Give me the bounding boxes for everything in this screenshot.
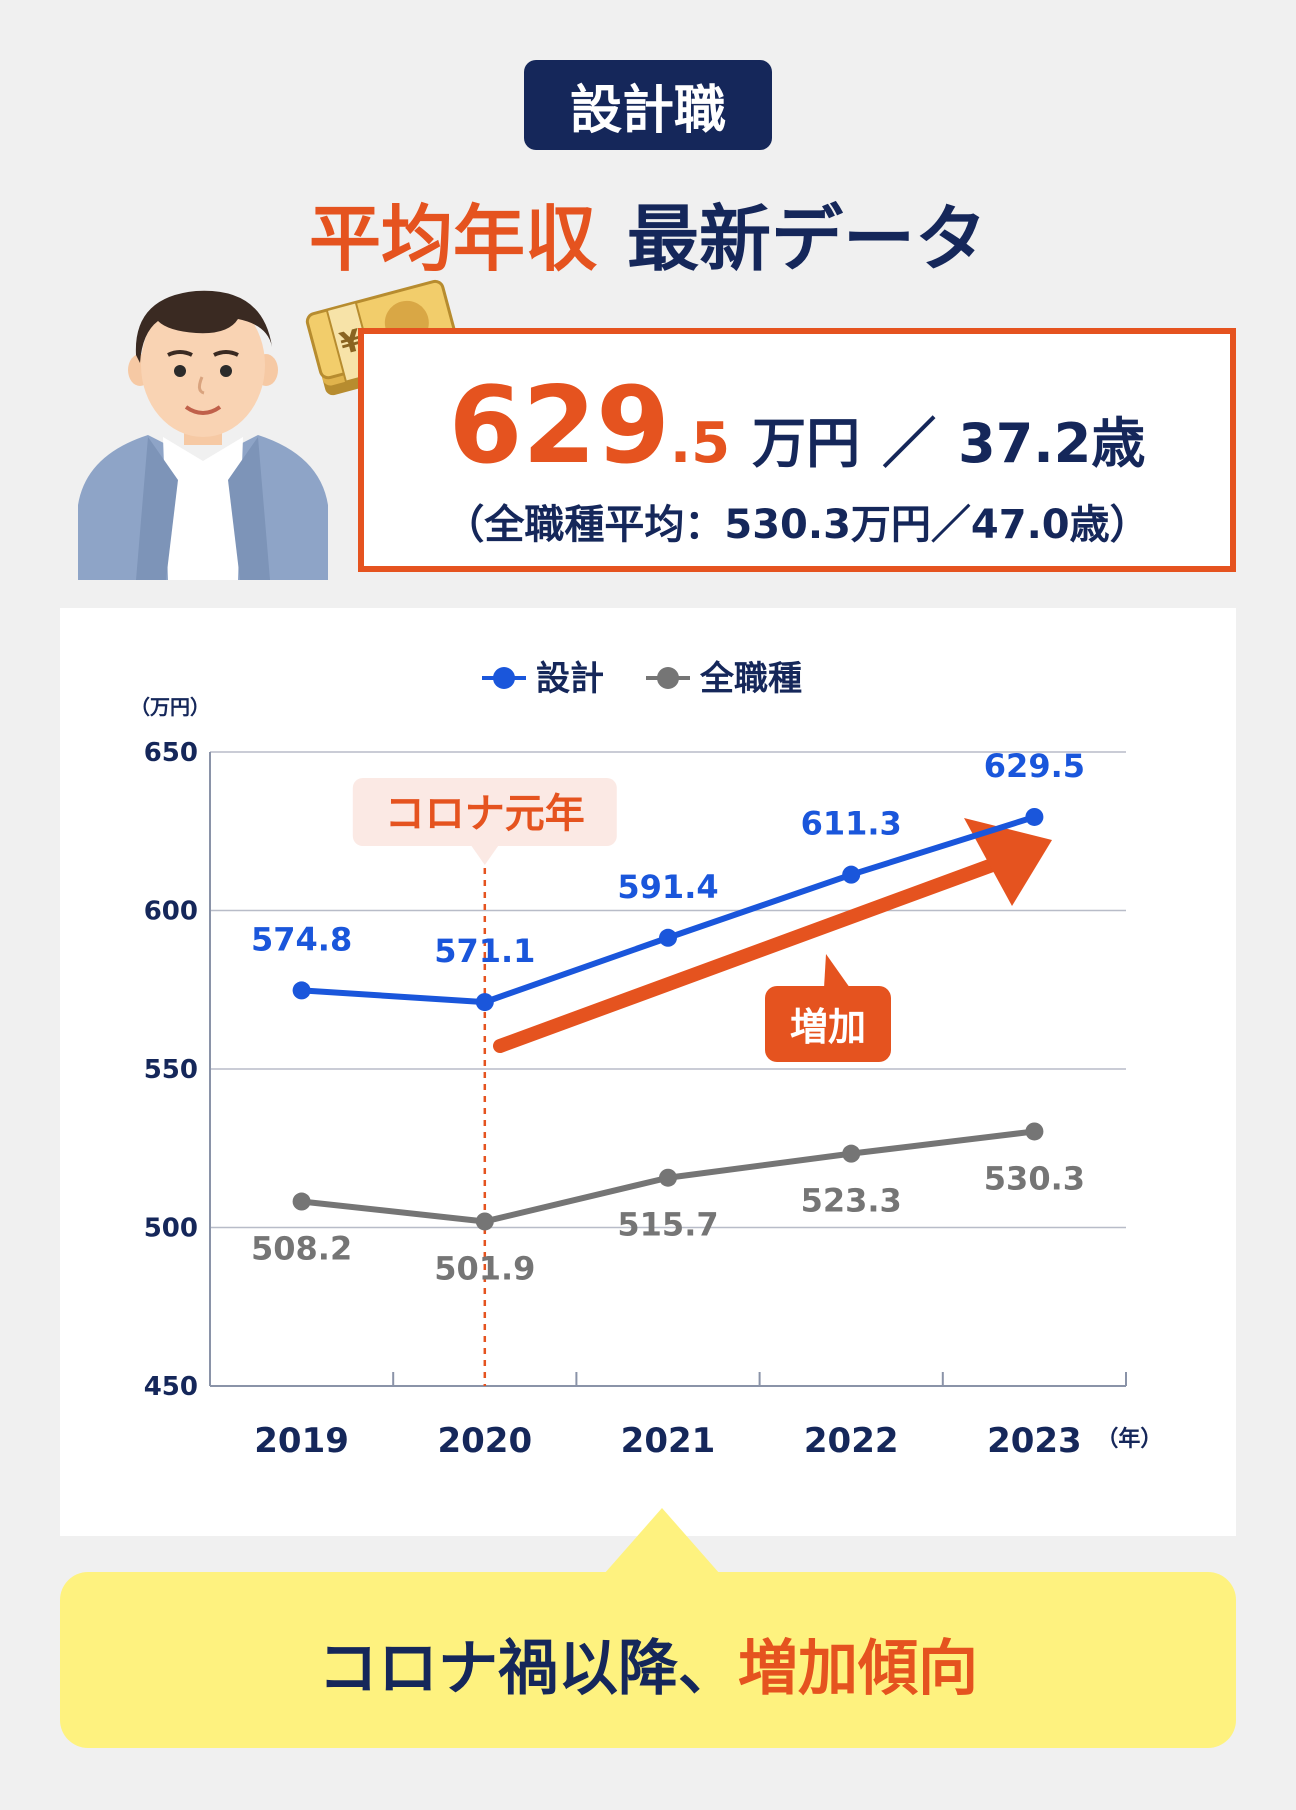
legend-label-1: 全職種 <box>699 659 802 699</box>
conclusion-main: コロナ禍以降、 <box>318 1634 738 1704</box>
data-label-1-2: 515.7 <box>617 1206 718 1244</box>
y-tick-550: 550 <box>144 1055 198 1085</box>
page-title: 平均年収 最新データ <box>0 180 1296 285</box>
covid-label: コロナ元年 <box>385 791 585 837</box>
x-tick-2019: 2019 <box>254 1421 349 1461</box>
trend-label: 増加 <box>790 1005 866 1049</box>
data-label-1-3: 523.3 <box>801 1182 902 1220</box>
data-label-0-4: 629.5 <box>984 747 1085 785</box>
conclusion-callout: コロナ禍以降、増加傾向 <box>60 1572 1236 1748</box>
data-point-1-2 <box>659 1168 677 1187</box>
title-latest-data: 最新データ <box>627 197 988 281</box>
covid-label-pointer <box>470 845 499 865</box>
salary-integer: 629 <box>448 364 670 487</box>
data-point-0-1 <box>475 993 494 1012</box>
salary-summary-box: 629.5 万円 ／ 37.2歳 （全職種平均：530.3万円／47.0歳） <box>358 328 1236 572</box>
data-point-0-0 <box>292 981 311 1000</box>
trend-label-box <box>765 986 891 1062</box>
data-point-1-0 <box>292 1192 311 1211</box>
data-label-0-0: 574.8 <box>251 920 352 958</box>
trend-arrow-shaft <box>493 857 1002 1053</box>
x-tick-2020: 2020 <box>437 1421 532 1461</box>
data-label-0-2: 591.4 <box>617 868 718 906</box>
y-tick-500: 500 <box>144 1214 198 1244</box>
trend-label-pointer <box>824 954 850 988</box>
data-point-0-3 <box>842 865 861 884</box>
y-tick-450: 450 <box>144 1372 198 1402</box>
data-label-1-4: 530.3 <box>984 1159 1085 1197</box>
legend-marker-0 <box>493 667 515 689</box>
x-tick-2023: 2023 <box>987 1421 1082 1461</box>
job-category-badge: 設計職 <box>524 60 772 150</box>
salary-line-chart: 650 600 550 500 450 （万円） 2019 2020 2021 2022 2023 （… <box>60 608 1236 1536</box>
data-point-1-1 <box>475 1212 494 1231</box>
all-jobs-average-note: （全職種平均：530.3万円／47.0歳） <box>444 502 1150 548</box>
separator: ／ <box>882 412 937 475</box>
title-average-salary: 平均年収 <box>308 197 597 281</box>
data-label-1-1: 501.9 <box>434 1249 535 1287</box>
conclusion-accent: 増加傾向 <box>738 1634 978 1704</box>
salary-decimal: .5 <box>669 411 731 476</box>
chart-svg: 650 600 550 500 450 （万円） 2019 2020 2021 2022 2023 （… <box>130 659 1162 1461</box>
trend-arrow-head <box>964 818 1052 906</box>
covid-label-box <box>352 778 617 846</box>
data-label-0-3: 611.3 <box>801 805 902 843</box>
salary-unit: 万円 <box>752 412 861 475</box>
salary-line: 629.5 万円 ／ 37.2歳 <box>364 364 1230 487</box>
x-tick-2022: 2022 <box>804 1421 899 1461</box>
y-unit-label: （万円） <box>130 695 210 719</box>
data-point-1-4 <box>1025 1122 1044 1141</box>
callout-pointer <box>604 1508 720 1574</box>
y-tick-600: 600 <box>144 897 198 927</box>
legend-label-0: 設計 <box>536 659 604 699</box>
data-label-1-0: 508.2 <box>251 1230 352 1268</box>
data-point-0-2 <box>659 928 677 947</box>
data-point-0-4 <box>1025 807 1044 826</box>
conclusion-text: コロナ禍以降、増加傾向 <box>60 1620 1236 1707</box>
x-unit-label: （年） <box>1096 1426 1162 1452</box>
data-label-0-1: 571.1 <box>434 932 535 970</box>
x-tick-2021: 2021 <box>621 1421 716 1461</box>
legend-marker-1 <box>657 667 679 689</box>
data-point-1-3 <box>842 1144 861 1163</box>
businessman-avatar-icon <box>78 290 328 580</box>
average-age: 37.2歳 <box>958 412 1146 475</box>
y-tick-650: 650 <box>144 738 198 768</box>
